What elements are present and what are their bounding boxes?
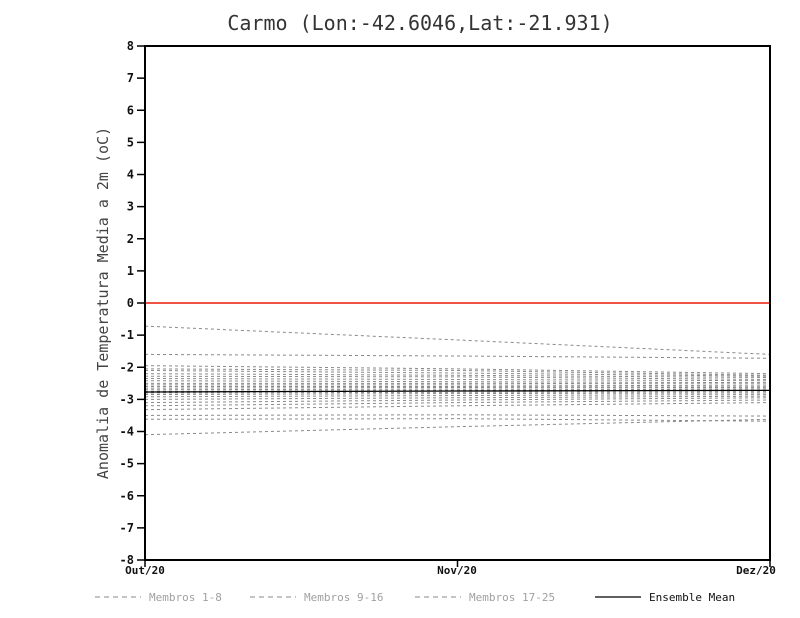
- y-tick-label: -5: [120, 457, 134, 471]
- member-line: [144, 392, 771, 396]
- member-line: [144, 353, 771, 359]
- y-tick-label: -6: [120, 489, 134, 503]
- legend-label: Ensemble Mean: [649, 591, 735, 604]
- member-line: [144, 391, 771, 394]
- member-line: [144, 402, 771, 411]
- member-line: [145, 386, 771, 388]
- member-line: [144, 399, 771, 407]
- y-tick-label: 7: [127, 71, 134, 85]
- member-line: [144, 365, 771, 375]
- x-tick-label-dez: Dez/20: [736, 564, 776, 577]
- chart-title: Carmo (Lon:-42.6046,Lat:-21.931): [227, 11, 612, 35]
- member-line: [144, 325, 771, 355]
- y-tick-label: -7: [120, 521, 134, 535]
- member-line: [144, 386, 771, 389]
- member-line: [144, 395, 771, 400]
- y-tick-label: 8: [127, 39, 134, 53]
- plot-frame: [144, 45, 771, 561]
- y-tick-label: 1: [127, 264, 134, 278]
- y-tick-label: 0: [127, 296, 134, 310]
- y-axis-label: Anomalia de Temperatura Media a 2m (oC): [94, 127, 112, 479]
- plot-dynamic-layer: -8 -7 -6 -5 -4 -3 -2 -1 0 1 2 3 4 5 6 7 8: [120, 39, 771, 567]
- y-tick-label: 5: [127, 135, 134, 149]
- member-line: [145, 382, 771, 385]
- member-line: [144, 377, 771, 382]
- legend-label: Membros 1-8: [149, 591, 222, 604]
- member-line: [144, 418, 771, 422]
- y-tick-label: 3: [127, 200, 134, 214]
- member-line: [144, 394, 771, 398]
- member-line: [144, 388, 771, 391]
- member-line: [144, 414, 771, 417]
- legend-label: Membros 9-16: [304, 591, 383, 604]
- member-line: [144, 368, 771, 376]
- x-tick-label-out: Out/20: [125, 564, 165, 577]
- member-line: [144, 418, 771, 436]
- member-line: [144, 369, 771, 377]
- y-tick-label: 2: [127, 232, 134, 246]
- member-line: [144, 397, 771, 404]
- chart-legend: Membros 1-8 Membros 9-16 Membros 17-25 Ense…: [95, 591, 735, 604]
- legend-label: Membros 17-25: [469, 591, 555, 604]
- y-tick-label: -4: [120, 425, 134, 439]
- y-tick-label: 4: [127, 168, 134, 182]
- ensemble-mean-line: [144, 389, 771, 393]
- member-line: [144, 375, 771, 380]
- member-line: [145, 384, 771, 387]
- y-tick-label: -2: [120, 360, 134, 374]
- x-tick-label-nov: Nov/20: [437, 564, 477, 577]
- y-tick-label: 6: [127, 103, 134, 117]
- member-line: [144, 380, 771, 384]
- y-tick-label: -3: [120, 392, 134, 406]
- member-line: [144, 373, 771, 379]
- y-tick-label: -1: [120, 328, 134, 342]
- y-tick-label: -8: [120, 553, 134, 567]
